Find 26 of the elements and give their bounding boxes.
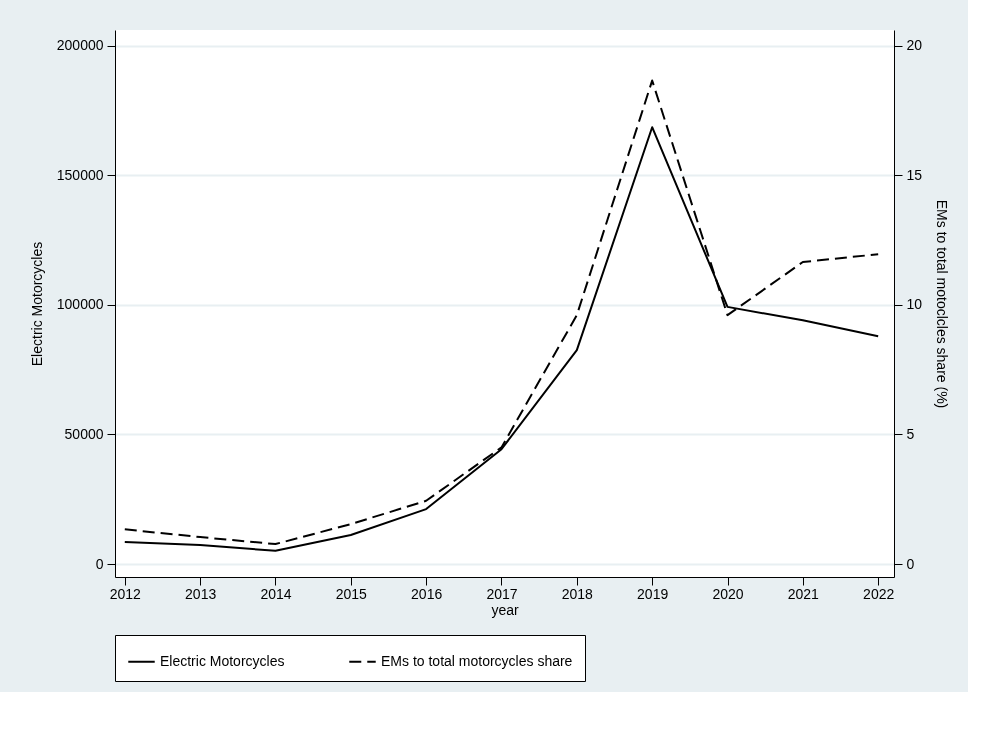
x-tick-label: 2012 <box>109 585 142 602</box>
y-tick-label: 200000 <box>56 37 104 54</box>
legend-label: EMs to total motorcycles share <box>381 652 573 669</box>
x-tick-label: 2017 <box>486 585 518 602</box>
y2-tick-label: 0 <box>906 555 915 572</box>
x-tick-label: 2018 <box>561 585 594 602</box>
x-tick-label: 2016 <box>411 585 443 602</box>
x-tick-label: 2013 <box>185 585 217 602</box>
y-tick-label: 100000 <box>56 296 104 313</box>
x-tick-label: 2015 <box>335 585 368 602</box>
x-tick-label: 2022 <box>863 585 895 602</box>
y2-tick-label: 5 <box>906 425 915 442</box>
y-tick-label: 150000 <box>56 166 104 183</box>
x-tick-label: 2021 <box>787 585 820 602</box>
y-tick-label: 50000 <box>64 425 104 442</box>
x-axis-title: year <box>491 601 519 618</box>
x-tick-label: 2019 <box>637 585 669 602</box>
x-tick-label: 2014 <box>260 585 292 602</box>
y2-axis-title: EMs to total motoclcles share (%) <box>934 199 951 409</box>
y2-tick-label: 15 <box>906 166 923 183</box>
y2-tick-label: 20 <box>906 37 923 54</box>
y2-tick-label: 10 <box>906 296 923 313</box>
y-tick-label: 0 <box>95 555 104 572</box>
x-tick-label: 2020 <box>712 585 744 602</box>
y-axis-title: Electric Motorcycles <box>28 241 45 367</box>
legend-label: Electric Motorcycles <box>160 652 285 669</box>
